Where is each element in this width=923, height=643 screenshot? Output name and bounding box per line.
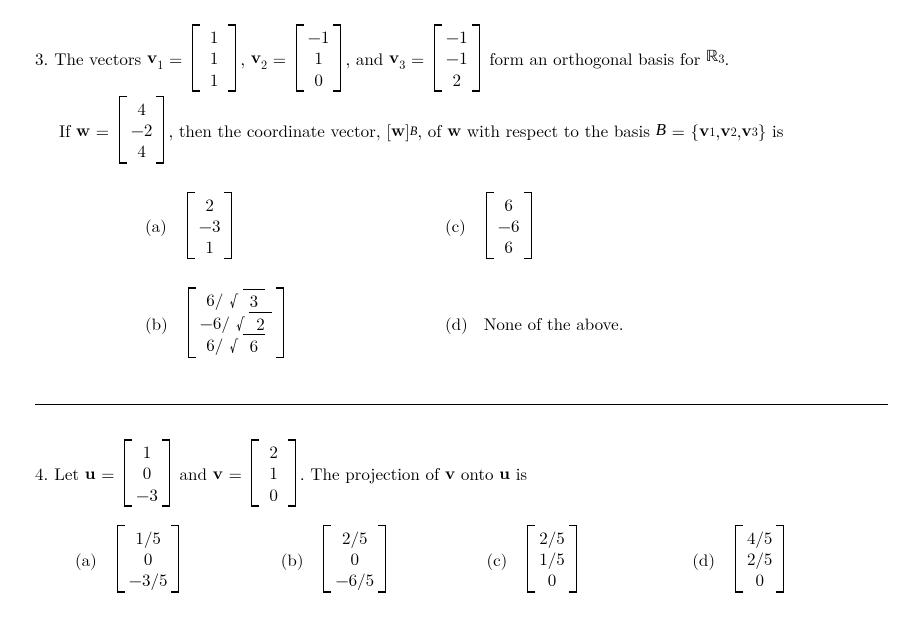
q3-answer-b: (b) 6/√3 −6/√2 6/√6 bbox=[145, 287, 445, 358]
q3-answer-a: (a) 2−31 bbox=[145, 192, 445, 260]
q3-v2-vector: −110 bbox=[296, 24, 342, 92]
q3-v3-vector: −1−12 bbox=[434, 24, 480, 92]
q3-v3-label: v3 bbox=[389, 44, 405, 71]
q3-v1-label: v1 bbox=[147, 44, 163, 71]
q4-number: 4. bbox=[35, 461, 48, 485]
q4-v-label: v bbox=[213, 461, 223, 485]
q3-line2: If w = 4−24 , then the coordinate vector… bbox=[35, 96, 888, 164]
q4-u-vector: 10−3 bbox=[124, 439, 170, 507]
q4-answers: (a) 1/50−3/5 (b) 2/50−6/5 (c) 2/51/50 (d… bbox=[75, 525, 888, 593]
q4-u-label: u bbox=[85, 461, 96, 485]
q3-line1: 3. The vectors v1 = 111 , v2 = −110 , an… bbox=[35, 24, 888, 92]
q4-answer-b: (b) 2/50−6/5 bbox=[281, 525, 477, 593]
q3-text1: The vectors bbox=[54, 46, 147, 70]
question-3: 3. The vectors v1 = 111 , v2 = −110 , an… bbox=[35, 24, 888, 358]
q4-answer-a: (a) 1/50−3/5 bbox=[75, 525, 271, 593]
q4-line1: 4. Let u = 10−3 and v = 210 . The projec… bbox=[35, 439, 888, 507]
q3-v2-label: v2 bbox=[251, 44, 267, 71]
q3-v1-vector: 111 bbox=[192, 24, 236, 92]
q3-answers: (a) 2−31 (c) 6−66 (b) 6/√3 −6/√2 6/√6 (d… bbox=[145, 192, 888, 359]
q3-w-label: w bbox=[76, 118, 90, 142]
q4-answer-d: (d) 4/52/50 bbox=[692, 525, 888, 593]
real-symbol: ℝ bbox=[706, 47, 718, 68]
q3-answer-c: (c) 6−66 bbox=[445, 192, 745, 260]
q4-answer-c: (c) 2/51/50 bbox=[487, 525, 683, 593]
q3-number: 3. bbox=[35, 46, 48, 70]
basis-B: B bbox=[656, 120, 666, 140]
q3-w-vector: 4−24 bbox=[119, 96, 165, 164]
question-4: 4. Let u = 10−3 and v = 210 . The projec… bbox=[35, 439, 888, 593]
q3-answer-d: (d) None of the above. bbox=[445, 287, 745, 358]
divider bbox=[35, 404, 888, 405]
q4-v-vector: 210 bbox=[251, 439, 295, 507]
